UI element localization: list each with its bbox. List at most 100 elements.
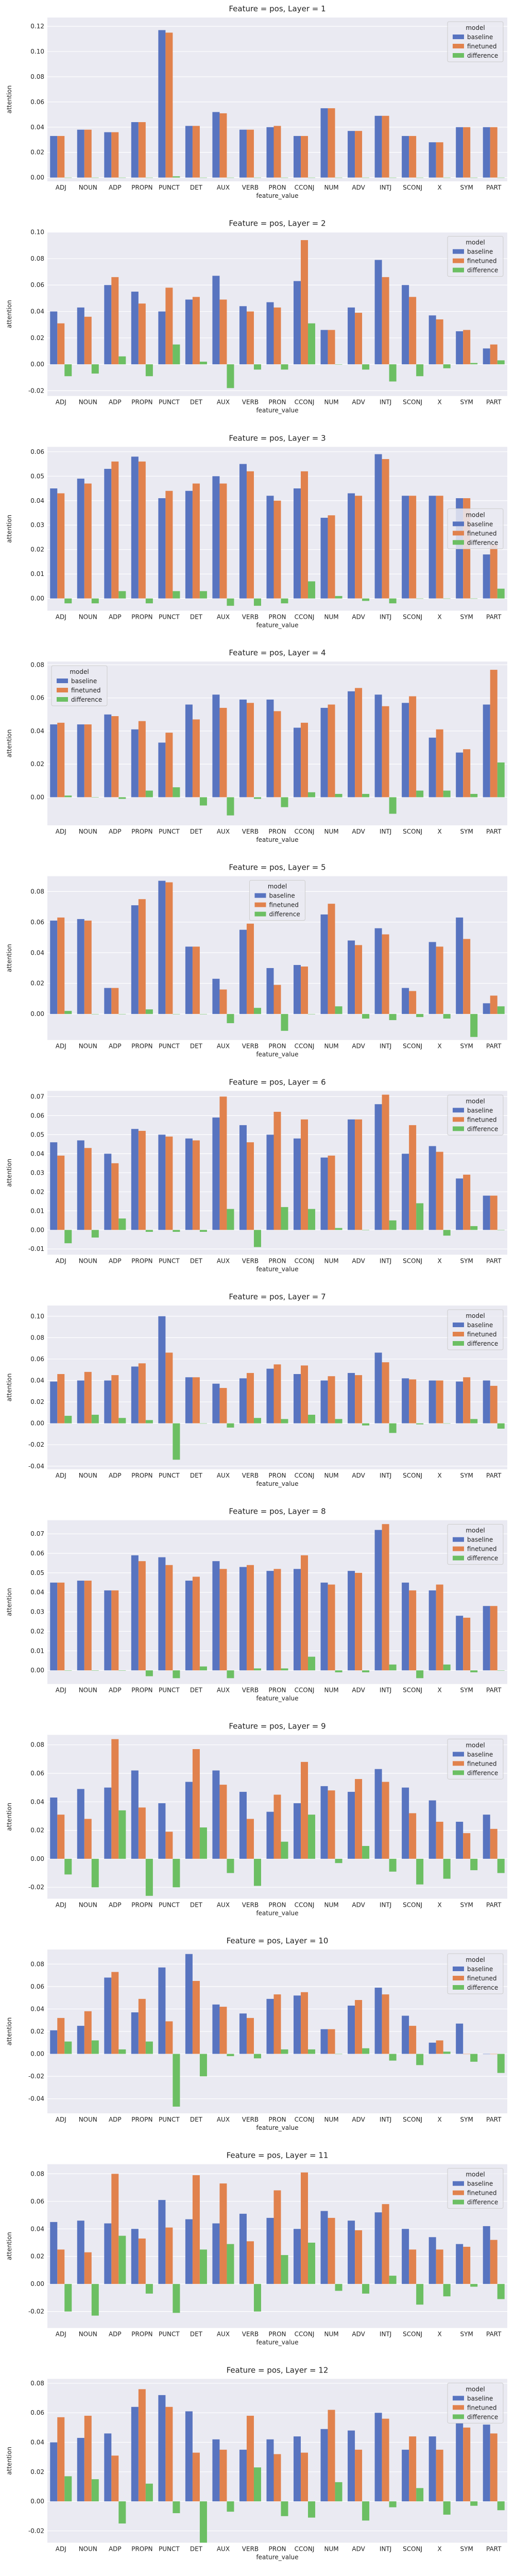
x-tick-label: SCONJ	[403, 1043, 422, 1050]
x-tick-label: VERB	[242, 1257, 259, 1264]
y-tick-label: -0.02	[28, 1441, 44, 1448]
bar-finetuned-PUNCT	[165, 490, 173, 599]
y-tick-label: 0.03	[30, 1608, 44, 1616]
bar-finetuned-ADV	[355, 496, 363, 599]
bar-finetuned-CCONJ	[301, 2452, 308, 2502]
bar-finetuned-PROPN	[138, 1561, 146, 1671]
x-tick-label: ADV	[352, 184, 365, 191]
chart-panel-6: Feature = pos, Layer = 6 -0.01 0.00 0.01 0.0…	[6, 1077, 507, 1273]
y-tick-label: 0.10	[30, 229, 44, 236]
bar-difference-PUNCT	[173, 176, 180, 178]
bar-difference-AUX	[227, 1209, 234, 1230]
x-tick-label: PRON	[269, 399, 286, 406]
x-tick-label: SYM	[460, 1043, 473, 1050]
x-tick-label: PART	[486, 1257, 502, 1264]
y-axis-label: attention	[6, 1588, 13, 1616]
x-tick-label: DET	[190, 613, 203, 620]
x-tick-label: X	[438, 613, 442, 620]
legend-swatch	[453, 1761, 464, 1766]
bar-baseline-PUNCT	[158, 742, 166, 798]
bar-difference-PRON	[281, 1207, 288, 1230]
bar-difference-ADP	[118, 356, 126, 365]
bar-baseline-PROPN	[131, 292, 139, 365]
y-axis-label: attention	[6, 1803, 13, 1831]
bar-baseline-ADV	[348, 2430, 355, 2502]
bar-baseline-VERB	[239, 1567, 247, 1671]
bar-difference-X	[443, 364, 451, 368]
bar-baseline-PUNCT	[158, 498, 166, 599]
bar-baseline-CCONJ	[294, 1995, 301, 2054]
bar-baseline-SCONJ	[402, 1154, 409, 1230]
x-tick-label: ADJ	[56, 1043, 66, 1050]
x-tick-label: AUX	[217, 1472, 230, 1479]
x-tick-label: SCONJ	[403, 184, 422, 191]
bar-finetuned-NUM	[328, 904, 335, 1014]
bar-finetuned-SCONJ	[409, 2249, 417, 2284]
bar-finetuned-X	[436, 1380, 443, 1423]
legend-label: difference	[467, 2413, 498, 2420]
y-tick-label: 0.00	[30, 2050, 44, 2058]
x-tick-label: X	[438, 184, 442, 191]
chart-title: Feature = pos, Layer = 8	[229, 1507, 325, 1516]
bar-baseline-ADP	[104, 2223, 112, 2284]
bar-difference-NUM	[335, 1670, 342, 1672]
bar-difference-VERB	[253, 1418, 261, 1423]
y-tick-label: -0.02	[28, 2527, 44, 2534]
bar-baseline-SCONJ	[402, 1787, 409, 1859]
bar-difference-SCONJ	[416, 2488, 424, 2502]
x-tick-label: NOUN	[79, 2116, 97, 2123]
x-tick-label: ADV	[352, 613, 365, 620]
bar-baseline-SCONJ	[402, 496, 409, 599]
bar-baseline-DET	[185, 704, 193, 798]
bar-baseline-AUX	[212, 978, 220, 1014]
bar-baseline-X	[428, 496, 436, 599]
y-tick-label: 0.00	[30, 793, 44, 801]
bar-finetuned-ADP	[111, 1739, 119, 1859]
bar-finetuned-SYM	[463, 1617, 471, 1671]
y-tick-label: 0.07	[30, 1530, 44, 1537]
x-tick-label: DET	[190, 828, 203, 835]
bar-finetuned-NOUN	[84, 2011, 92, 2054]
bar-difference-NOUN	[91, 598, 99, 604]
x-tick-label: ADP	[109, 1901, 122, 1908]
x-tick-label: NOUN	[79, 2331, 97, 2338]
bar-difference-NOUN	[91, 2479, 99, 2502]
y-tick-label: 0.00	[30, 361, 44, 368]
bar-finetuned-SCONJ	[409, 2026, 417, 2054]
bar-baseline-INTJ	[374, 260, 382, 365]
bar-baseline-CCONJ	[294, 2436, 301, 2502]
legend-swatch	[453, 1770, 464, 1775]
x-axis-label: feature_value	[256, 2339, 298, 2346]
bar-finetuned-NOUN	[84, 2252, 92, 2284]
bar-baseline-NUM	[320, 330, 328, 365]
bar-difference-ADJ	[64, 1858, 72, 1875]
bar-baseline-CCONJ	[294, 965, 301, 1014]
bar-baseline-DET	[185, 490, 193, 599]
x-tick-label: ADV	[352, 1472, 365, 1479]
bar-difference-SYM	[470, 363, 478, 365]
legend-swatch	[453, 1546, 464, 1551]
bar-baseline-DET	[185, 1954, 193, 2054]
y-axis-label: attention	[6, 515, 13, 543]
bar-finetuned-NOUN	[84, 1819, 92, 1859]
bar-finetuned-SYM	[463, 2427, 471, 2502]
bar-baseline-PUNCT	[158, 1803, 166, 1859]
x-tick-label: PROPN	[131, 1901, 152, 1908]
bar-finetuned-PART	[490, 1828, 497, 1859]
bar-finetuned-CCONJ	[301, 2172, 308, 2284]
bar-finetuned-CCONJ	[301, 471, 308, 599]
bar-baseline-DET	[185, 2219, 193, 2284]
bar-baseline-ADJ	[50, 724, 58, 798]
bar-difference-ADJ	[64, 2476, 72, 2502]
bar-finetuned-AUX	[219, 1388, 227, 1423]
bar-finetuned-ADJ	[57, 1815, 65, 1859]
x-tick-label: PUNCT	[159, 2116, 180, 2123]
bar-finetuned-ADP	[111, 1590, 119, 1671]
y-tick-label: 0.04	[30, 2439, 44, 2446]
bar-finetuned-PART	[490, 670, 497, 798]
bar-baseline-ADJ	[50, 920, 58, 1014]
bar-finetuned-VERB	[246, 471, 254, 599]
y-axis-label: attention	[6, 2447, 13, 2475]
bar-baseline-PART	[483, 704, 490, 798]
bar-finetuned-PART	[490, 1606, 497, 1671]
